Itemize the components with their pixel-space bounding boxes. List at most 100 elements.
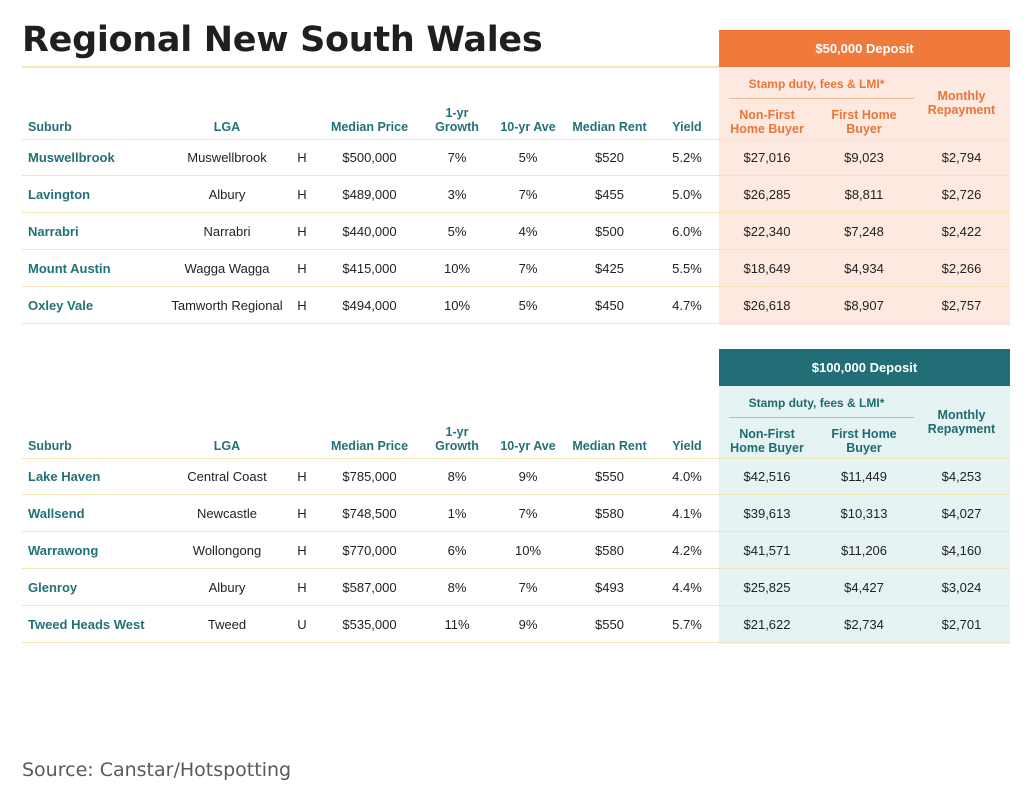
table-row: Glenroy Albury H $587,000 8% 7% $493 4.4… [22, 569, 1010, 606]
cell-yield: 4.0% [672, 469, 702, 484]
cell-yield: 4.7% [672, 297, 702, 313]
cell-yield: 4.4% [672, 579, 702, 595]
cell-type: H [297, 297, 307, 313]
cell-median-rent: $580 [595, 542, 624, 558]
stamp-duty-label: Stamp duty, fees & LMI* [748, 77, 885, 91]
cell-yield: 4.2% [672, 542, 702, 558]
col-header-lga: LGA [213, 120, 241, 134]
col-header-monthly-line2: Repayment [927, 422, 996, 436]
cell-monthly: $2,794 [941, 150, 982, 165]
cell-suburb: Tweed Heads West [28, 616, 145, 632]
table-row: Warrawong Wollongong H $770,000 6% 10% $… [22, 532, 1010, 569]
cell-10yr-ave: 7% [518, 260, 538, 276]
cell-suburb: Warrawong [28, 542, 99, 558]
cell-type: H [297, 505, 307, 521]
cell-median-rent: $580 [595, 505, 624, 521]
cell-type: H [297, 579, 307, 595]
col-header-yield: Yield [672, 439, 702, 453]
cell-non-first: $21,622 [743, 616, 791, 632]
cell-median-price: $494,000 [342, 297, 397, 313]
cell-10yr-ave: 9% [518, 616, 538, 632]
cell-lga: Muswellbrook [187, 150, 267, 165]
cell-first-home: $10,313 [840, 505, 888, 521]
cell-yield: 6.0% [672, 223, 702, 239]
col-header-suburb: Suburb [28, 120, 72, 134]
cell-first-home: $7,248 [844, 223, 884, 239]
col-header-growth-line1: 1-yr [445, 106, 469, 120]
cell-type: H [297, 469, 307, 484]
cell-monthly: $2,266 [941, 260, 982, 276]
cell-median-price: $440,000 [342, 223, 397, 239]
cell-suburb: Glenroy [28, 579, 78, 595]
cell-monthly: $4,253 [941, 469, 982, 484]
cell-growth: 8% [447, 469, 467, 484]
cell-median-price: $500,000 [342, 150, 397, 165]
deposit-panel-background [719, 386, 1010, 644]
table-header-row: Stamp duty, fees & LMI* Suburb LGA Media… [22, 386, 1010, 458]
cell-suburb: Narrabri [28, 223, 79, 239]
table-body: Lake Haven Central Coast H $785,000 8% 9… [22, 458, 1010, 643]
cell-growth: 6% [447, 542, 467, 558]
cell-lga: Central Coast [187, 469, 267, 484]
cell-median-rent: $425 [595, 260, 624, 276]
table-row: Mount Austin Wagga Wagga H $415,000 10% … [22, 250, 1010, 287]
col-header-first-home: First Home Buyer [819, 427, 909, 455]
cell-median-price: $587,000 [342, 579, 397, 595]
cell-median-rent: $455 [595, 186, 624, 202]
cell-median-price: $535,000 [342, 616, 397, 632]
source-caption: Source: Canstar/Hotspotting [22, 759, 292, 781]
cell-10yr-ave: 9% [518, 469, 538, 484]
cell-growth: 8% [447, 579, 467, 595]
cell-first-home: $11,206 [840, 542, 888, 558]
cell-type: H [297, 223, 307, 239]
col-header-first-home-line1: First Home [831, 108, 897, 122]
cell-non-first: $41,571 [743, 542, 791, 558]
cell-10yr-ave: 5% [518, 297, 538, 313]
cell-10yr-ave: 7% [518, 186, 538, 202]
cell-type: H [297, 186, 307, 202]
cell-suburb: Muswellbrook [28, 150, 115, 165]
cell-median-rent: $500 [595, 223, 624, 239]
col-header-median-rent: Median Rent [572, 439, 647, 453]
table-row: Narrabri Narrabri H $440,000 5% 4% $500 … [22, 213, 1010, 250]
table-row: Lake Haven Central Coast H $785,000 8% 9… [22, 458, 1010, 495]
cell-type: H [297, 260, 307, 276]
col-header-10yr-ave: 10-yr Ave [500, 439, 556, 453]
cell-lga: Newcastle [197, 505, 257, 521]
cell-non-first: $39,613 [743, 505, 791, 521]
table-row: Oxley Vale Tamworth Regional H $494,000 … [22, 287, 1010, 324]
cell-suburb: Lake Haven [28, 469, 101, 484]
cell-type: H [297, 150, 307, 165]
cell-non-first: $27,016 [743, 150, 791, 165]
cell-median-rent: $520 [595, 150, 624, 165]
cell-monthly: $2,757 [941, 297, 982, 313]
col-header-non-first: Non-First Home Buyer [722, 108, 812, 136]
cell-suburb: Oxley Vale [28, 297, 94, 313]
cell-non-first: $25,825 [743, 579, 791, 595]
cell-growth: 1% [447, 505, 467, 521]
col-header-monthly-line2: Repayment [927, 103, 996, 117]
col-header-monthly-line1: Monthly [937, 408, 986, 422]
table-body: Muswellbrook Muswellbrook H $500,000 7% … [22, 139, 1010, 324]
cell-10yr-ave: 7% [518, 505, 538, 521]
title-divider [22, 66, 719, 68]
table-row: Wallsend Newcastle H $748,500 1% 7% $580… [22, 495, 1010, 532]
col-header-first-home: First Home Buyer [819, 108, 909, 136]
col-header-first-home-line2: Buyer [846, 441, 882, 455]
cell-lga: Tweed [207, 616, 247, 632]
cell-non-first: $42,516 [743, 469, 791, 484]
cell-first-home: $8,907 [844, 297, 884, 313]
cell-monthly: $2,422 [941, 223, 982, 239]
col-header-10yr-ave: 10-yr Ave [500, 120, 556, 134]
cell-growth: 5% [447, 223, 467, 239]
cell-median-price: $785,000 [342, 469, 397, 484]
cell-monthly: $3,024 [941, 579, 982, 595]
table-row: Muswellbrook Muswellbrook H $500,000 7% … [22, 139, 1010, 176]
col-header-monthly: Monthly Repayment [919, 408, 1004, 436]
col-header-non-first-line2: Home Buyer [730, 441, 804, 455]
col-header-median-price: Median Price [330, 439, 409, 453]
cell-monthly: $2,726 [941, 186, 982, 202]
cell-growth: 10% [443, 260, 471, 276]
cell-first-home: $4,934 [844, 260, 884, 276]
cell-yield: 5.0% [672, 186, 702, 202]
